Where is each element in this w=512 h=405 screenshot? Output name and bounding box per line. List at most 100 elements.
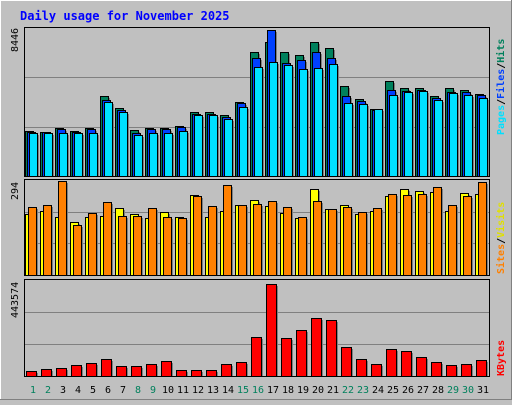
bar-kbytes-day-14 bbox=[221, 364, 232, 377]
day-axis-labels: 1 2 3 4 5 6 7 8 9 10 11 12 13 14 15 16 17 18 19 20 21 22 23 24 2… bbox=[30, 385, 489, 396]
bar-sites-day-8 bbox=[133, 216, 142, 276]
bar-sites-day-23 bbox=[358, 212, 367, 276]
bar-sites-day-4 bbox=[73, 225, 82, 276]
hits-ymax-label: 8446 bbox=[10, 28, 21, 52]
bar-kbytes-day-5 bbox=[86, 363, 97, 377]
bar-pages-day-10 bbox=[164, 133, 173, 177]
bar-kbytes-day-28 bbox=[431, 362, 442, 377]
day-label-9: 9 bbox=[150, 385, 156, 396]
legend-files: Files bbox=[495, 69, 507, 99]
visits-sites-bars bbox=[25, 181, 488, 276]
bar-sites-day-31 bbox=[478, 182, 487, 276]
bar-sites-day-28 bbox=[433, 187, 442, 276]
bar-kbytes-day-15 bbox=[236, 362, 247, 377]
day-label-25: 25 bbox=[387, 385, 399, 396]
bar-pages-day-13 bbox=[209, 115, 218, 177]
day-label-24: 24 bbox=[372, 385, 384, 396]
bar-kbytes-day-8 bbox=[131, 366, 142, 377]
bar-pages-day-5 bbox=[89, 133, 98, 177]
bar-pages-day-27 bbox=[419, 91, 428, 177]
bar-kbytes-day-11 bbox=[176, 370, 187, 377]
day-label-12: 12 bbox=[192, 385, 204, 396]
bar-pages-day-17 bbox=[269, 62, 278, 177]
bar-pages-day-2 bbox=[44, 133, 53, 177]
bar-pages-day-20 bbox=[314, 68, 323, 177]
bar-kbytes-day-9 bbox=[146, 364, 157, 377]
day-label-15: 15 bbox=[237, 385, 249, 396]
bar-sites-day-12 bbox=[193, 196, 202, 276]
bar-sites-day-1 bbox=[28, 207, 37, 276]
bar-kbytes-day-16 bbox=[251, 337, 262, 377]
bar-pages-day-23 bbox=[359, 104, 368, 177]
day-label-10: 10 bbox=[162, 385, 174, 396]
legend-hits-files-pages: Pages/Files/Hits bbox=[495, 39, 507, 135]
day-label-3: 3 bbox=[60, 385, 66, 396]
visits-ymax-label: 294 bbox=[10, 182, 21, 200]
bar-kbytes-day-24 bbox=[371, 364, 382, 377]
bar-kbytes-day-30 bbox=[461, 364, 472, 377]
kbytes-ymax-label: 443574 bbox=[10, 282, 21, 318]
bar-pages-day-18 bbox=[284, 65, 293, 177]
bar-pages-day-21 bbox=[329, 64, 338, 177]
day-label-23: 23 bbox=[357, 385, 369, 396]
legend-sites: Sites bbox=[495, 244, 507, 274]
day-label-27: 27 bbox=[417, 385, 429, 396]
bar-kbytes-day-10 bbox=[161, 361, 172, 377]
bar-sites-day-9 bbox=[148, 208, 157, 276]
bar-sites-day-29 bbox=[448, 205, 457, 276]
legend-hits: Hits bbox=[495, 39, 507, 63]
day-label-30: 30 bbox=[462, 385, 474, 396]
bar-pages-day-22 bbox=[344, 103, 353, 177]
day-label-22: 22 bbox=[342, 385, 354, 396]
day-label-19: 19 bbox=[297, 385, 309, 396]
day-label-28: 28 bbox=[432, 385, 444, 396]
bar-kbytes-day-31 bbox=[476, 360, 487, 377]
bar-kbytes-day-23 bbox=[356, 359, 367, 377]
bar-kbytes-day-6 bbox=[101, 359, 112, 377]
day-label-16: 16 bbox=[252, 385, 264, 396]
bar-sites-day-18 bbox=[283, 207, 292, 276]
bar-pages-day-16 bbox=[254, 67, 263, 177]
bar-kbytes-day-19 bbox=[296, 330, 307, 377]
bar-kbytes-day-29 bbox=[446, 365, 457, 377]
day-label-2: 2 bbox=[45, 385, 51, 396]
bar-kbytes-day-27 bbox=[416, 357, 427, 377]
bar-pages-day-7 bbox=[119, 112, 128, 177]
bar-sites-day-21 bbox=[328, 209, 337, 276]
bar-sites-day-25 bbox=[388, 194, 397, 276]
bar-sites-day-19 bbox=[298, 217, 307, 276]
legend-kbytes: KBytes bbox=[496, 340, 507, 376]
kbytes-bars bbox=[26, 284, 488, 377]
day-label-8: 8 bbox=[135, 385, 141, 396]
bar-kbytes-day-20 bbox=[311, 318, 322, 377]
bar-sites-day-17 bbox=[268, 201, 277, 276]
bar-sites-day-10 bbox=[163, 217, 172, 276]
bar-pages-day-3 bbox=[59, 133, 68, 177]
bar-kbytes-day-4 bbox=[71, 365, 82, 377]
bar-kbytes-day-12 bbox=[191, 370, 202, 377]
bar-pages-day-8 bbox=[134, 135, 143, 177]
bar-pages-day-1 bbox=[29, 133, 38, 177]
bar-pages-day-24 bbox=[374, 109, 383, 177]
legend-sep-2: / bbox=[496, 63, 507, 69]
legend-sep-1: / bbox=[496, 99, 507, 105]
bar-kbytes-day-26 bbox=[401, 351, 412, 377]
day-label-18: 18 bbox=[282, 385, 294, 396]
day-label-7: 7 bbox=[120, 385, 126, 396]
day-label-17: 17 bbox=[267, 385, 279, 396]
bar-pages-day-6 bbox=[104, 102, 113, 177]
bar-kbytes-day-22 bbox=[341, 347, 352, 377]
day-label-5: 5 bbox=[90, 385, 96, 396]
bar-sites-day-7 bbox=[118, 216, 127, 276]
bar-kbytes-day-25 bbox=[386, 349, 397, 377]
bar-pages-day-12 bbox=[194, 115, 203, 177]
bar-sites-day-2 bbox=[43, 205, 52, 276]
bar-kbytes-day-1 bbox=[26, 371, 37, 377]
bar-kbytes-day-18 bbox=[281, 338, 292, 377]
day-label-11: 11 bbox=[177, 385, 189, 396]
bar-pages-day-29 bbox=[449, 93, 458, 177]
bar-pages-day-9 bbox=[149, 133, 158, 177]
bar-pages-day-28 bbox=[434, 100, 443, 177]
